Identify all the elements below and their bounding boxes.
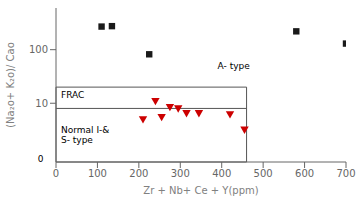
svg-text:100: 100	[88, 168, 107, 179]
svg-text:FRAC: FRAC	[61, 90, 84, 100]
svg-text:Zr + Nb+ Ce + Y(ppm): Zr + Nb+ Ce + Y(ppm)	[143, 185, 258, 196]
svg-text:500: 500	[254, 168, 273, 179]
svg-text:600: 600	[295, 168, 314, 179]
svg-text:A- type: A- type	[218, 60, 251, 70]
svg-text:10: 10	[35, 98, 48, 109]
svg-text:700: 700	[336, 168, 352, 179]
svg-text:100: 100	[29, 44, 48, 55]
svg-text:0: 0	[38, 154, 44, 164]
svg-text:0: 0	[53, 168, 59, 179]
svg-text:400: 400	[212, 168, 231, 179]
svg-text:(Na₂o+ K₂o)/ Cao: (Na₂o+ K₂o)/ Cao	[8, 42, 16, 128]
svg-text:200: 200	[129, 168, 148, 179]
svg-text:300: 300	[171, 168, 190, 179]
svg-text:Normal I-&S- type: Normal I-&S- type	[61, 125, 109, 145]
